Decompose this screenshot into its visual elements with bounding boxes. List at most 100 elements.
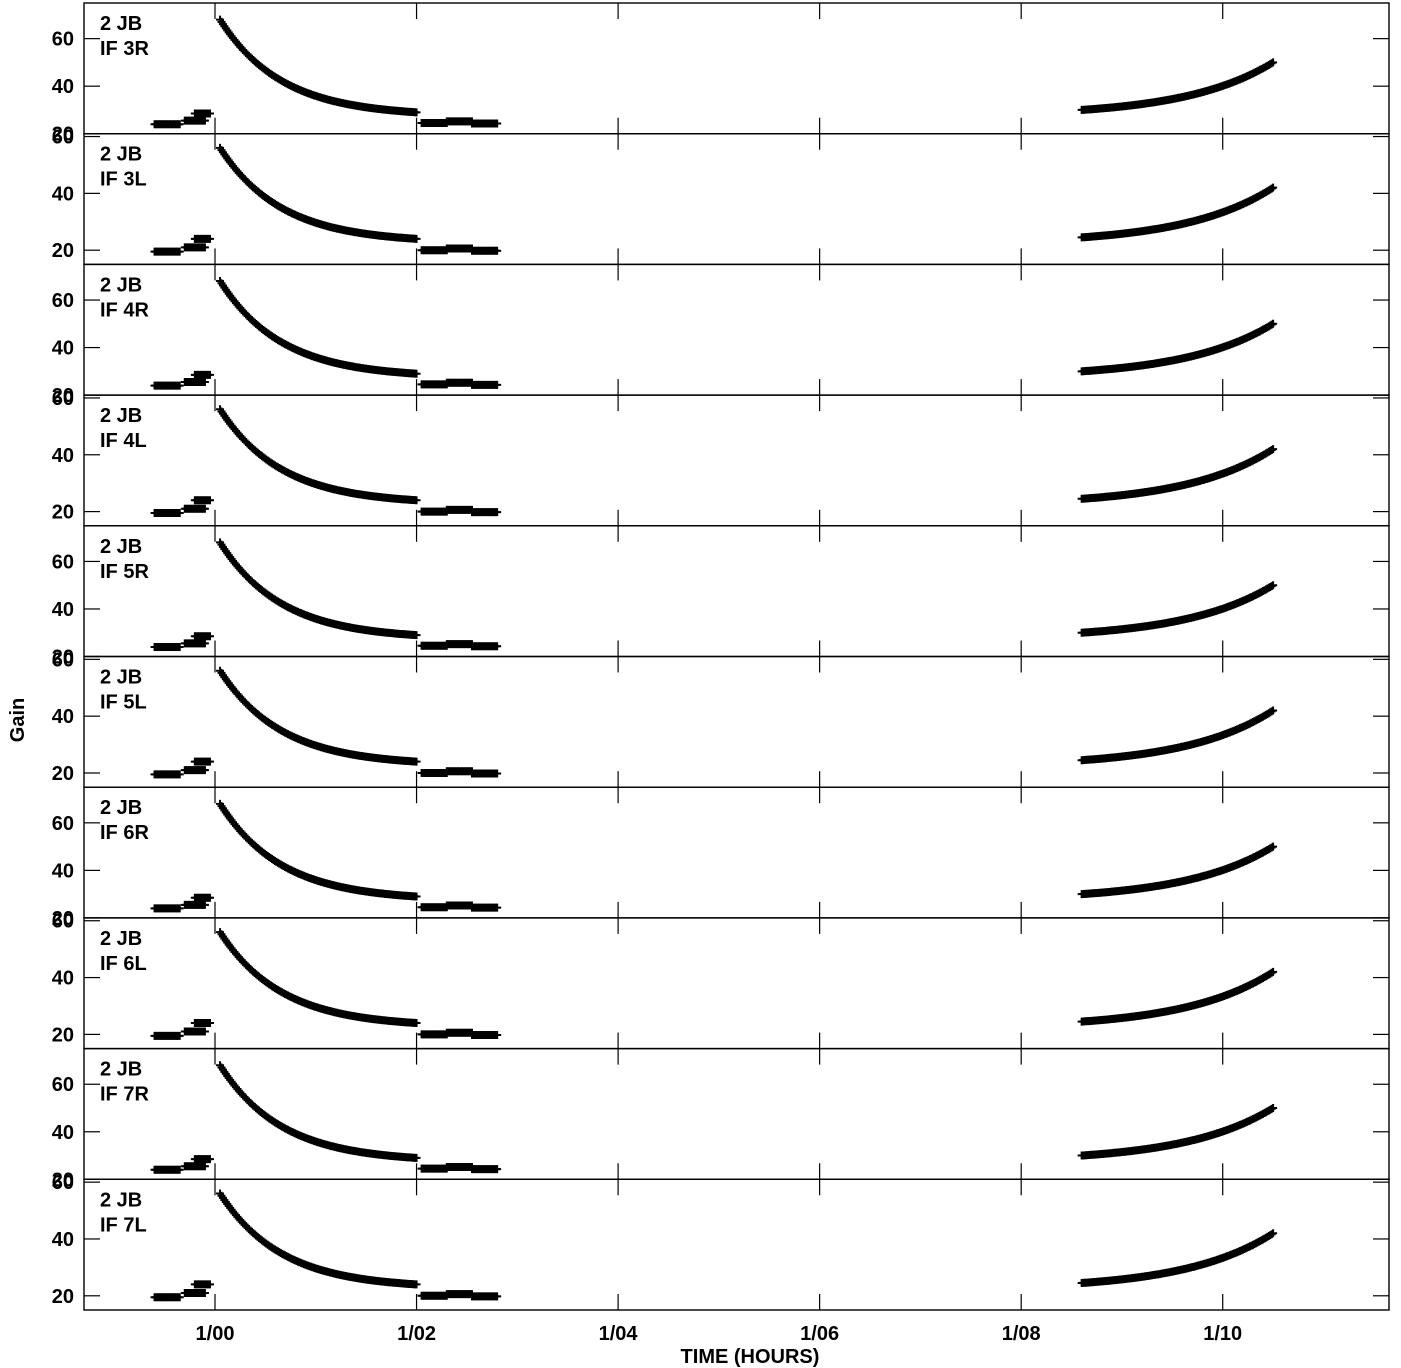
data-point — [412, 369, 421, 378]
data-point — [1269, 1104, 1278, 1113]
data-point — [1269, 706, 1278, 715]
data-point — [412, 108, 421, 117]
data-point — [200, 766, 209, 775]
data-point — [205, 1155, 214, 1164]
panel-frame — [83, 1178, 1390, 1311]
data-point — [412, 892, 421, 901]
panel-frame — [83, 2, 1390, 135]
panel: 20 40 60 2 JB IF 7R — [52, 1047, 1390, 1191]
data-point — [493, 1030, 502, 1039]
y-tick-label: 20 — [52, 124, 74, 146]
data-point — [200, 504, 209, 513]
panel-label-station: 2 JB — [100, 667, 142, 689]
panel-label-station: 2 JB — [100, 1189, 142, 1211]
panel-label-station: 2 JB — [100, 13, 142, 35]
y-tick-label: 60 — [52, 290, 74, 312]
data-point — [200, 1288, 209, 1297]
data-points — [150, 1189, 1278, 1302]
panel-frame — [83, 394, 1390, 527]
data-point — [205, 757, 214, 766]
data-point — [412, 757, 421, 766]
x-axis-title: TIME (HOURS) — [681, 1346, 820, 1368]
data-point — [200, 116, 209, 125]
y-tick-label: 20 — [52, 908, 74, 930]
panel: 20 40 60 2 JB IF 5L — [52, 649, 1390, 788]
data-point — [205, 893, 214, 902]
data-point — [200, 1162, 209, 1171]
panel-label-if: IF 7L — [100, 1214, 147, 1236]
data-point — [493, 508, 502, 517]
panels-group: 20 40 60 2 JB IF 3R 20 40 60 2 JB IF 3L 20 40 60 2 JB… — [52, 2, 1390, 1311]
y-tick-label: 40 — [52, 76, 74, 98]
x-tick-label: 1/06 — [800, 1323, 839, 1345]
data-point — [493, 769, 502, 778]
data-points — [150, 928, 1278, 1040]
y-tick-label: 60 — [52, 1074, 74, 1096]
y-tick-label: 60 — [52, 1172, 74, 1194]
y-tick-label: 40 — [52, 968, 74, 990]
panel: 20 40 60 2 JB IF 4L — [52, 388, 1390, 527]
panel-label-station: 2 JB — [100, 928, 142, 950]
x-tick-label: 1/04 — [599, 1323, 639, 1345]
panel-frame — [83, 132, 1390, 266]
data-point — [493, 119, 502, 128]
y-tick-label: 40 — [52, 1122, 74, 1144]
y-tick-label: 40 — [52, 706, 74, 728]
panel-label-station: 2 JB — [100, 797, 142, 819]
data-point — [1269, 967, 1278, 976]
data-point — [493, 642, 502, 651]
data-point — [1269, 1229, 1278, 1238]
panel: 20 40 60 2 JB IF 4R — [52, 263, 1390, 407]
data-point — [205, 109, 214, 118]
y-tick-label: 20 — [52, 763, 74, 785]
data-point — [412, 496, 421, 505]
panel-label-if: IF 5R — [100, 561, 149, 583]
panel-label-if: IF 3R — [100, 38, 149, 60]
panel-label-if: IF 6L — [100, 953, 147, 975]
data-point — [175, 381, 184, 390]
x-tick-label: 1/00 — [196, 1323, 235, 1345]
panel-frame — [83, 655, 1390, 788]
data-point — [200, 378, 209, 387]
data-point — [200, 243, 209, 252]
data-point — [205, 370, 214, 379]
y-tick-label: 60 — [52, 649, 74, 671]
y-tick-label: 40 — [52, 338, 74, 360]
data-point — [493, 1292, 502, 1301]
data-point — [205, 1019, 214, 1028]
y-tick-label: 20 — [52, 1024, 74, 1046]
panel-label-if: IF 7R — [100, 1084, 149, 1106]
data-point — [1269, 581, 1278, 590]
y-tick-label: 40 — [52, 445, 74, 467]
data-point — [175, 1293, 184, 1302]
data-point — [175, 247, 184, 256]
panel-frame — [83, 786, 1390, 919]
y-tick-label: 60 — [52, 29, 74, 51]
data-points — [150, 277, 1278, 390]
panel: 20 40 60 2 JB IF 7L — [52, 1172, 1390, 1311]
y-tick-label: 20 — [52, 502, 74, 524]
y-tick-label: 60 — [52, 813, 74, 835]
data-point — [493, 246, 502, 255]
data-point — [205, 1280, 214, 1289]
data-point — [175, 1165, 184, 1174]
x-axis: 1/00 1/02 1/04 1/06 1/08 1/10 — [196, 1323, 1243, 1345]
data-point — [1269, 319, 1278, 328]
data-point — [412, 1153, 421, 1162]
data-point — [205, 234, 214, 243]
data-points — [150, 538, 1278, 651]
panel-frame — [83, 1047, 1390, 1180]
data-point — [412, 631, 421, 640]
panel: 20 40 60 2 JB IF 6L — [52, 911, 1390, 1050]
x-tick-label: 1/10 — [1203, 1323, 1242, 1345]
y-tick-label: 40 — [52, 599, 74, 621]
panel-label-if: IF 3L — [100, 169, 147, 191]
panel-frame — [83, 263, 1390, 396]
panel-label-station: 2 JB — [100, 144, 142, 166]
panel: 20 40 60 2 JB IF 5R — [52, 525, 1390, 669]
y-tick-label: 20 — [52, 1169, 74, 1191]
data-points — [150, 799, 1278, 913]
data-point — [175, 509, 184, 518]
panel-label-if: IF 5L — [100, 692, 147, 714]
data-point — [175, 1031, 184, 1040]
